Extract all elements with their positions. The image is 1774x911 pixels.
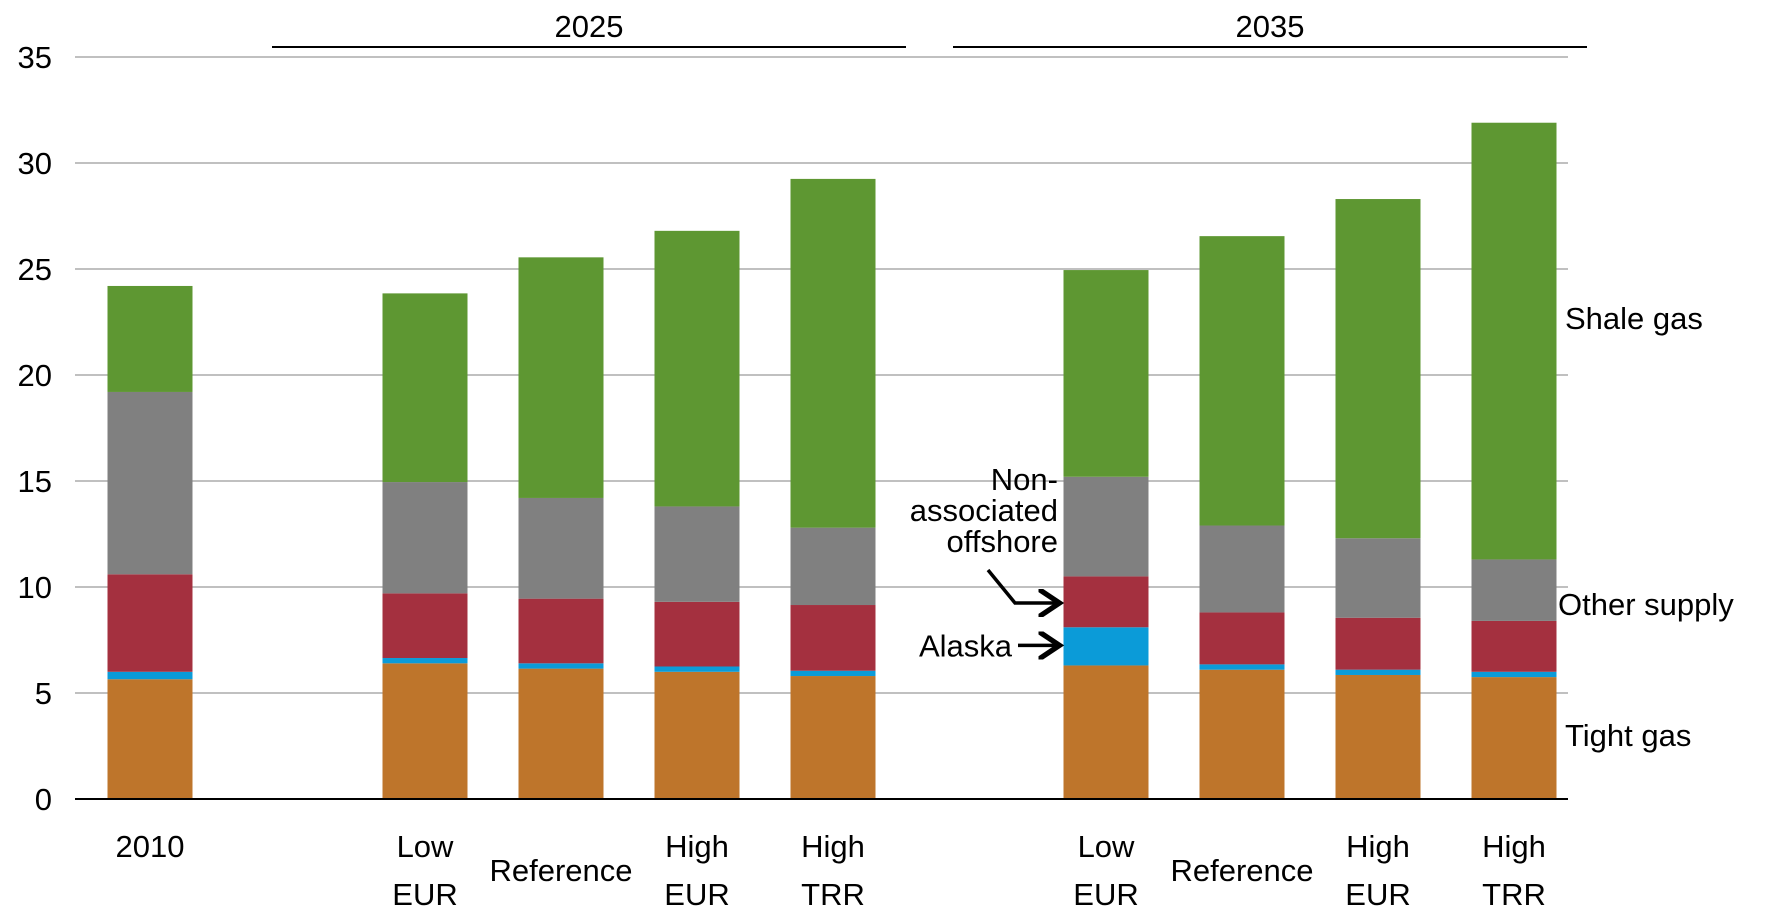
annotation-arrow [986,568,1060,603]
bar-segment-other [518,497,604,599]
bar-segment-nonassoc [1471,620,1557,672]
bars [107,122,1557,799]
bar-segment-shale [1063,270,1149,477]
annotation-alaska: Alaska [919,628,1013,663]
bar-segment-tight [1335,674,1421,799]
y-tick-label: 35 [18,40,52,75]
x-category-label: Reference [1170,853,1313,888]
bar-segment-shale [1199,236,1285,526]
x-category-label: High [801,829,865,864]
bar-segment-other [382,482,468,594]
bar-segment-alaska [107,671,193,680]
x-category-label: High [665,829,729,864]
bar-segment-alaska [1063,627,1149,666]
bar-segment-nonassoc [518,598,604,664]
x-category-label: EUR [1345,877,1410,911]
x-category-label: 2010 [116,829,185,864]
series-label-shale: Shale gas [1565,301,1703,336]
x-category-label: High [1346,829,1410,864]
bar-segment-nonassoc [790,605,876,671]
series-label-tight: Tight gas [1565,718,1691,753]
bar-segment-alaska [790,670,876,677]
x-category-label: EUR [392,877,457,911]
bar-segment-shale [107,285,193,392]
series-label-other: Other supply [1558,587,1734,622]
x-category-label: High [1482,829,1546,864]
x-category-label: Low [1078,829,1135,864]
bar-segment-other [107,391,193,575]
x-category-label: Reference [489,853,632,888]
bar-segment-alaska [382,658,468,664]
annotation-nonassociated-offshore: Non- [991,462,1058,497]
bar-segment-alaska [518,663,604,669]
x-category-label: Low [397,829,454,864]
annotation-nonassociated-offshore: offshore [947,524,1058,559]
bar-segment-tight [382,663,468,799]
bar-segment-alaska [654,666,740,672]
annotation-nonassociated-offshore: associated [910,493,1058,528]
bar-segment-tight [790,676,876,799]
bar-segment-other [1063,476,1149,577]
y-tick-label: 25 [18,252,52,287]
bar-segment-nonassoc [654,601,740,667]
axes: 0 5 10 15 20 25 30 35 [18,40,1568,817]
bar-segment-alaska [1335,669,1421,675]
bar-segment-other [654,506,740,602]
bar-segment-nonassoc [1199,612,1285,665]
bar-segment-tight [518,668,604,799]
bar-segment-tight [107,679,193,799]
x-category-label: TRR [1482,877,1546,911]
x-category-label: EUR [664,877,729,911]
bar-segment-alaska [1199,664,1285,670]
bar-segment-tight [1199,669,1285,799]
bar-segment-other [1335,538,1421,618]
bar-segment-shale [1335,199,1421,539]
y-tick-label: 0 [35,782,52,817]
bar-segment-nonassoc [382,593,468,659]
bar-segment-alaska [1471,671,1557,678]
bar-segment-tight [654,671,740,799]
bar-segment-nonassoc [107,574,193,672]
group-label: 2035 [1236,9,1305,44]
bar-segment-shale [654,230,740,507]
bar-segment-nonassoc [1335,617,1421,670]
y-tick-label: 15 [18,464,52,499]
bar-segment-shale [1471,122,1557,560]
bar-segment-tight [1471,677,1557,799]
bar-segment-other [1199,525,1285,613]
y-tick-label: 30 [18,146,52,181]
y-tick-label: 10 [18,570,52,605]
x-category-label: TRR [801,877,865,911]
bar-segment-nonassoc [1063,576,1149,628]
bar-segment-other [1471,559,1557,621]
bar-segment-shale [518,257,604,498]
x-category-label: EUR [1073,877,1138,911]
bar-segment-shale [382,293,468,483]
bar-segment-other [790,527,876,606]
bar-segment-tight [1063,665,1149,799]
y-tick-label: 5 [35,676,52,711]
group-label: 2025 [555,9,624,44]
bar-segment-shale [790,178,876,528]
y-tick-label: 20 [18,358,52,393]
labels: 2010 Low EUR Reference High EUR High TRR Low EUR R… [116,9,1735,911]
